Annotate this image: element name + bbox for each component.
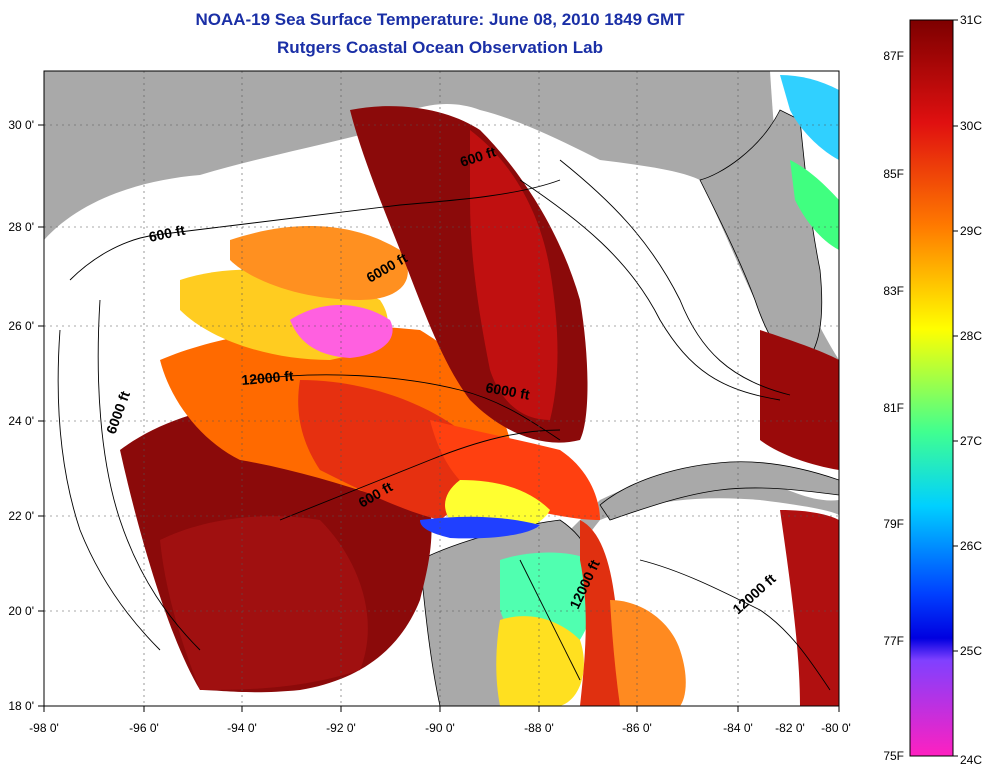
colorbar: 31C 30C 29C 28C 27C 26C 25C 24C 87F 85F … [883, 13, 982, 767]
colorbar-celsius-label: 26C [960, 539, 982, 553]
lon-tick-label: -92 0' [326, 721, 356, 735]
colorbar-celsius-label: 27C [960, 434, 982, 448]
colorbar-fahrenheit-label: 75F [883, 749, 904, 763]
lat-tick-label: 18 0' [8, 699, 34, 713]
map-area [44, 71, 839, 706]
lat-tick-label: 28 0' [8, 220, 34, 234]
colorbar-fahrenheit-label: 87F [883, 49, 904, 63]
colorbar-fahrenheit-label: 83F [883, 284, 904, 298]
lat-tick-label: 26 0' [8, 319, 34, 333]
lon-tick-label: -82 0' [775, 721, 805, 735]
lon-tick-label: -84 0' [723, 721, 753, 735]
colorbar-celsius-label: 24C [960, 753, 982, 767]
colorbar-fahrenheit-label: 77F [883, 634, 904, 648]
lon-tick-label: -88 0' [524, 721, 554, 735]
bathymetry-contours [57, 159, 831, 691]
map-title: NOAA-19 Sea Surface Temperature: June 08… [195, 10, 685, 29]
lon-tick-label: -90 0' [425, 721, 455, 735]
colorbar-celsius-label: 29C [960, 224, 982, 238]
lon-tick-label: -80 0' [821, 721, 851, 735]
lat-tick-label: 30 0' [8, 118, 34, 132]
lat-tick-label: 24 0' [8, 414, 34, 428]
lat-tick-label: 22 0' [8, 509, 34, 523]
lat-tick-label: 20 0' [8, 604, 34, 618]
contour-label: 6000 ft [484, 379, 531, 403]
graticule [44, 71, 839, 706]
latitude-labels: 18 0' 20 0' 22 0' 24 0' 26 0' 28 0' 30 0… [8, 118, 34, 713]
map-subtitle: Rutgers Coastal Ocean Observation Lab [277, 38, 603, 57]
contour-label: 600 ft [147, 222, 186, 245]
map-frame [43, 70, 840, 707]
colorbar-celsius-label: 30C [960, 119, 982, 133]
sst-data-overlay [120, 75, 839, 706]
lon-tick-label: -96 0' [129, 721, 159, 735]
lon-tick-label: -94 0' [227, 721, 257, 735]
colorbar-celsius-label: 25C [960, 644, 982, 658]
axis-ticks [38, 124, 840, 712]
lon-tick-label: -86 0' [622, 721, 652, 735]
colorbar-fahrenheit-label: 79F [883, 517, 904, 531]
longitude-labels: -98 0' -96 0' -94 0' -92 0' -90 0' -88 0… [29, 721, 851, 735]
colorbar-fahrenheit-label: 85F [883, 167, 904, 181]
colorbar-fahrenheit-label: 81F [883, 401, 904, 415]
cuba-land [599, 461, 839, 521]
florida-land [699, 109, 823, 371]
colorbar-gradient [909, 19, 954, 757]
lon-tick-label: -98 0' [29, 721, 59, 735]
colorbar-celsius-label: 28C [960, 329, 982, 343]
contour-label: 12000 ft [241, 367, 295, 388]
colorbar-celsius-label: 31C [960, 13, 982, 27]
